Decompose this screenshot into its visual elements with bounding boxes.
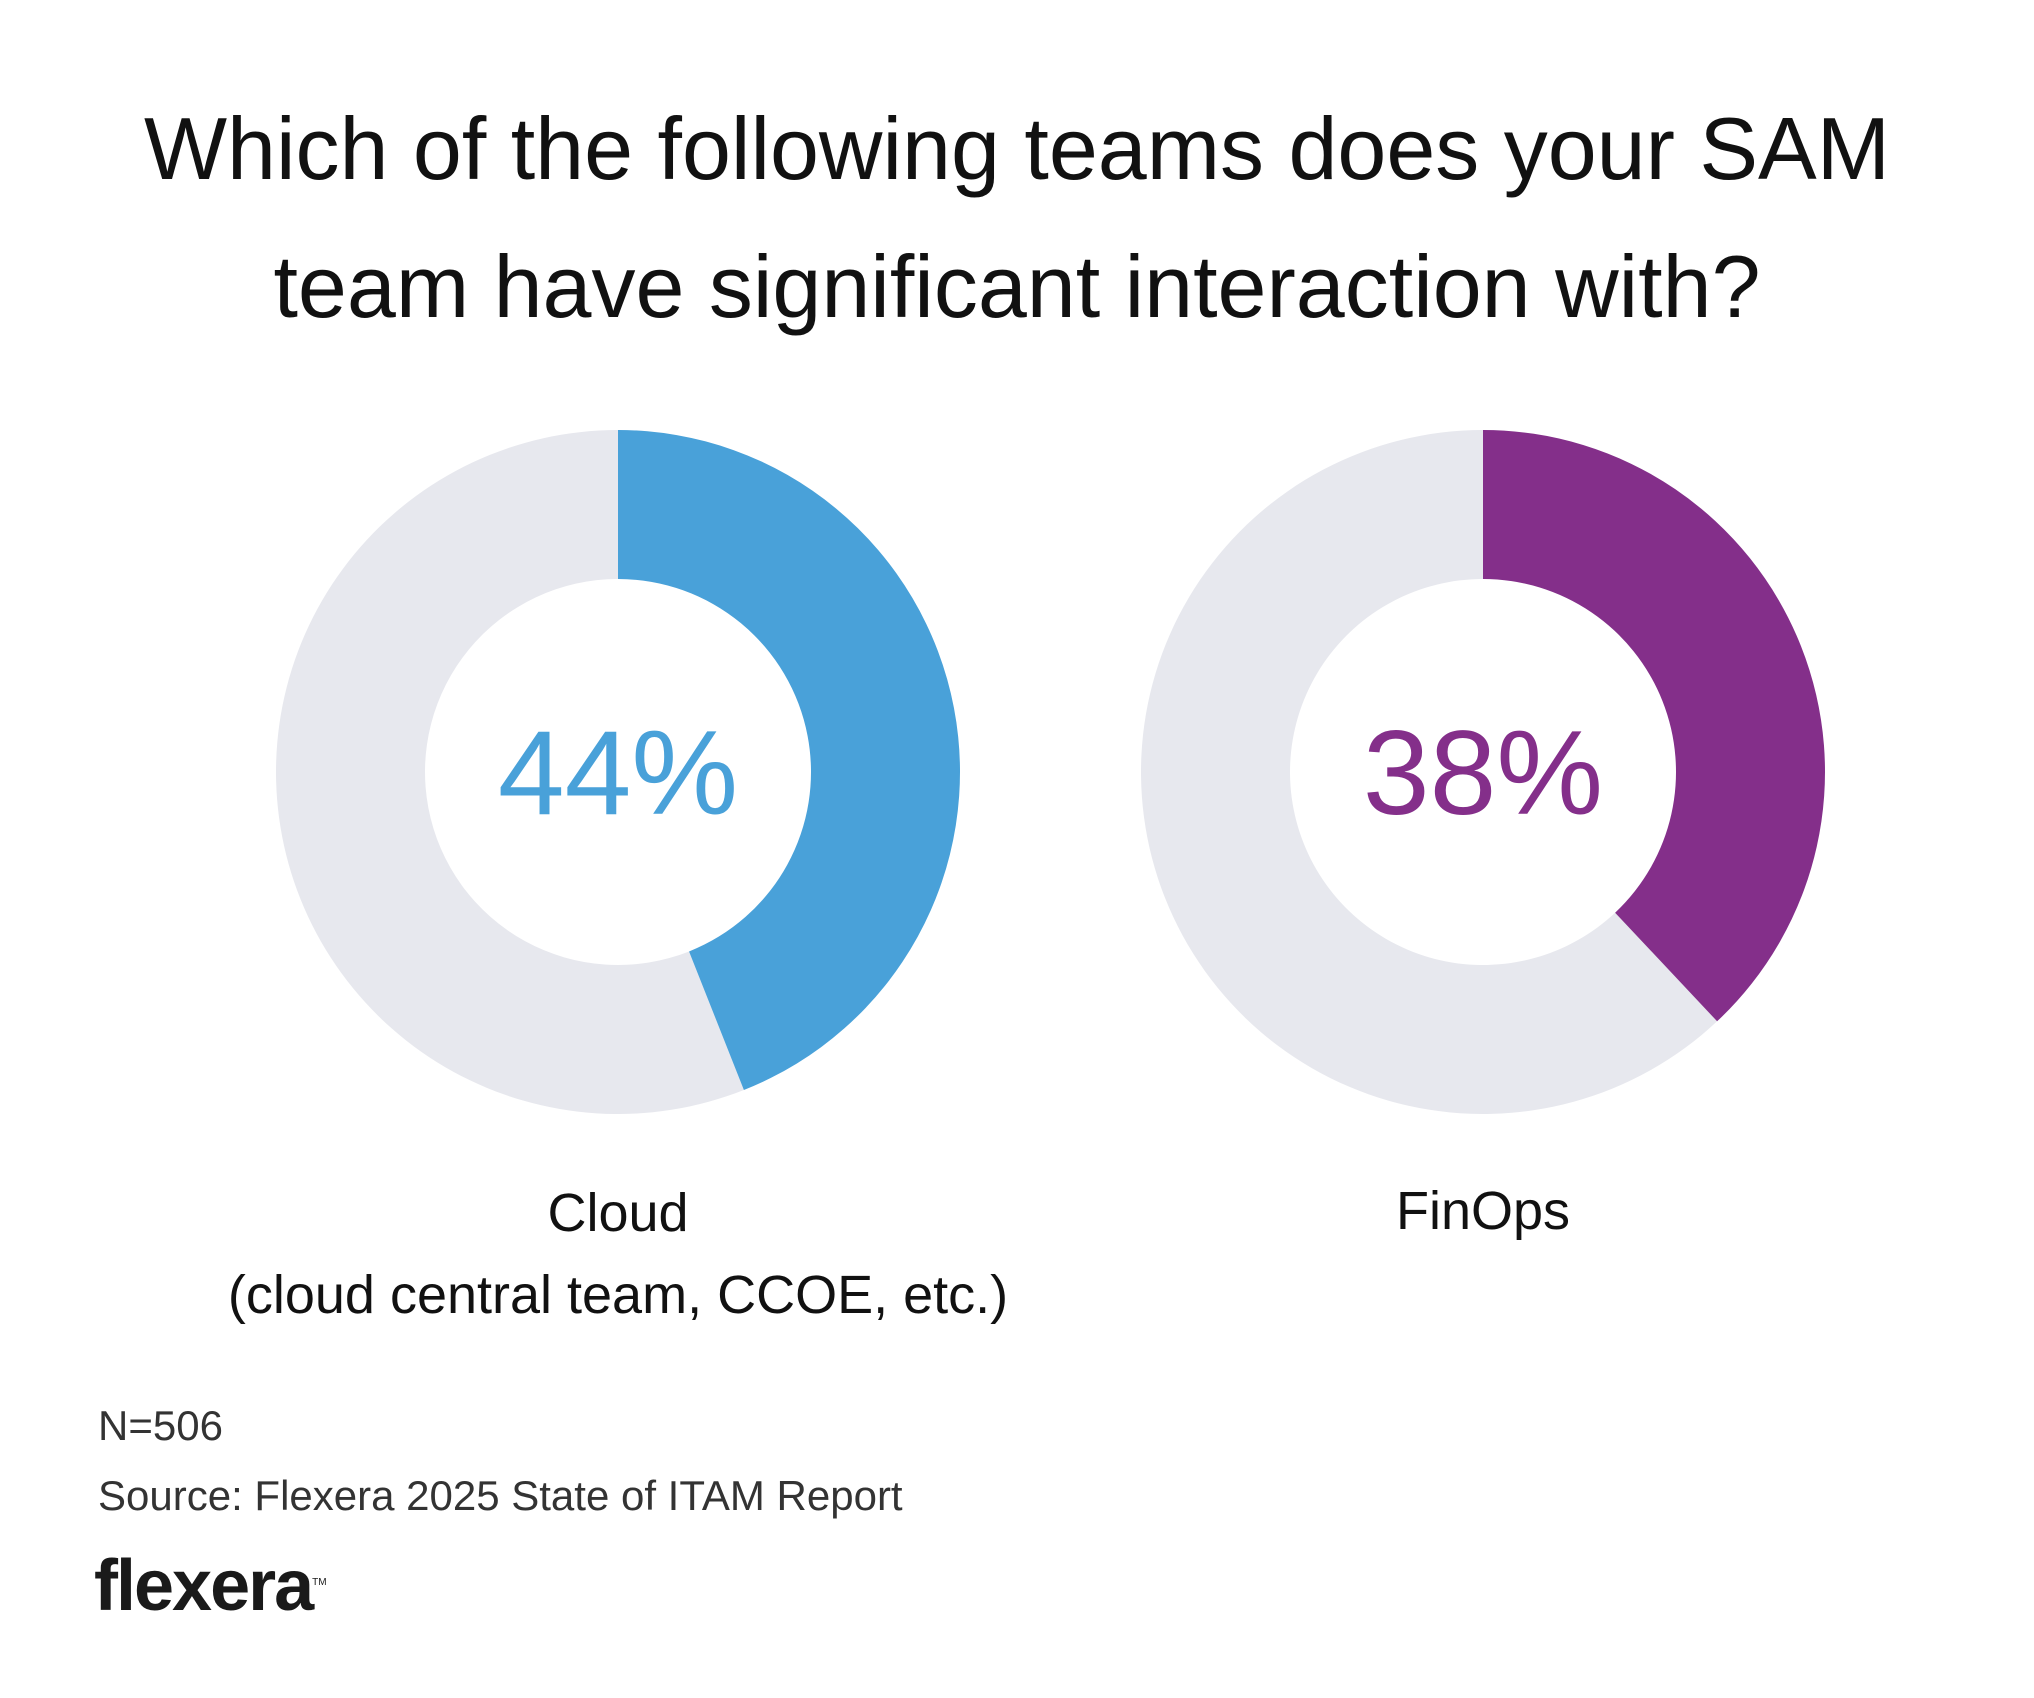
category-label-cloud: Cloud (cloud central team, CCOE, etc.) [118, 1172, 1118, 1336]
category-label-cloud-line-2: (cloud central team, CCOE, etc.) [227, 1265, 1009, 1325]
chart-title-line-1: Which of the following teams does your S… [143, 99, 1891, 198]
flexera-logo: flexeraTM [94, 1545, 327, 1627]
donut-finops-slice [1483, 430, 1825, 1022]
category-label-finops-line-1: FinOps [1395, 1181, 1571, 1241]
donut-cloud: 44% [276, 430, 960, 1114]
donut-finops: 38% [1141, 430, 1825, 1114]
donut-cloud-value-label: 44% [498, 706, 738, 840]
source-note: Source: Flexera 2025 State of ITAM Repor… [98, 1472, 903, 1519]
donut-cloud-slice [618, 430, 960, 1090]
chart-title: Which of the following teams does your S… [0, 80, 2034, 356]
category-label-cloud-line-1: Cloud [547, 1183, 689, 1243]
donut-cloud-remainder [276, 430, 744, 1114]
category-label-finops: FinOps [983, 1170, 1983, 1252]
flexera-logo-text: flexera [94, 1546, 314, 1626]
donut-finops-value-label: 38% [1363, 706, 1603, 840]
trademark-mark: TM [312, 1577, 327, 1588]
chart-title-line-2: team have significant interaction with? [273, 237, 1761, 336]
sample-size-note: N=506 [98, 1402, 223, 1449]
donut-finops-remainder [1141, 430, 1718, 1114]
